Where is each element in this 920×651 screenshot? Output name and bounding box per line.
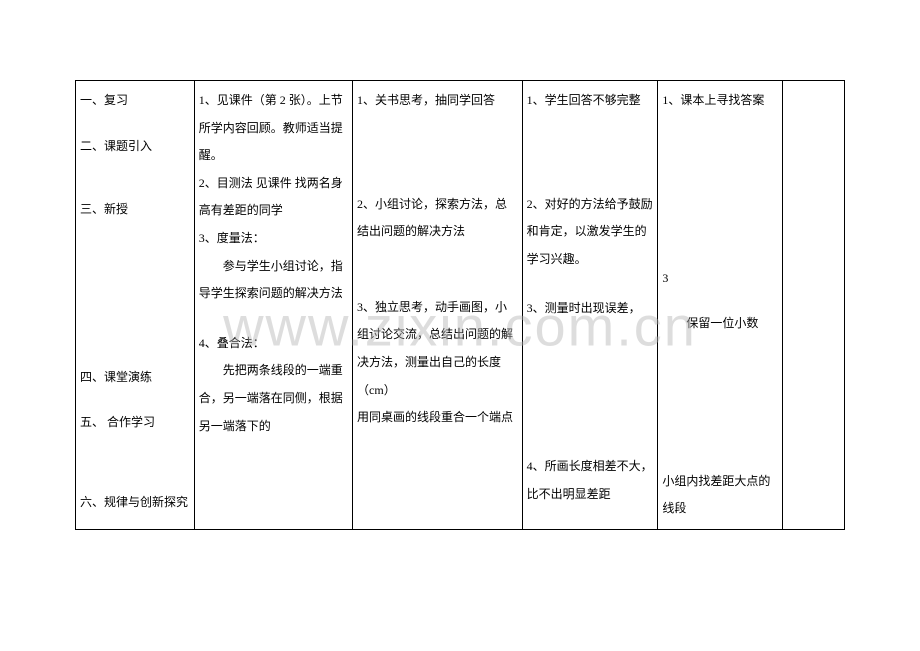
teacher-text: 3、度量法： (199, 225, 348, 253)
student-text: 3、独立思考，动手画图，小组讨论交流，总结出问题的解决方法，测量出自己的长度（c… (357, 294, 518, 404)
stage-item: 一、复习 (80, 87, 190, 115)
page-container: 一、复习 二、课题引入 三、新授 四、课堂演练 五、 合作学习 六、规律与创新探… (0, 0, 920, 570)
teacher-text: 2、目测法 见课件 找两名身高有差距的同学 (199, 170, 348, 225)
student-text: 用同桌画的线段重合一个端点 (357, 404, 518, 432)
stage-item: 二、课题引入 (80, 133, 190, 161)
stage-item: 五、 合作学习 (80, 409, 190, 437)
cell-student-activity: 1、关书思考，抽同学回答 2、小组讨论，探索方法，总结出问题的解决方法 3、独立… (353, 81, 523, 530)
solution-text: 3 (662, 265, 777, 293)
student-text: 1、关书思考，抽同学回答 (357, 87, 518, 115)
teacher-text: 先把两条线段的一端重合，另一端落在同侧，根据另一端落下的 (199, 357, 348, 440)
solution-text: 保留一位小数 (662, 310, 777, 338)
issue-text: 3、测量时出现误差， (527, 295, 654, 323)
student-text: 2、小组讨论，探索方法，总结出问题的解决方法 (357, 191, 518, 246)
solution-text: 小组内找差距大点的线段 (662, 468, 777, 523)
solution-text: 1、课本上寻找答案 (662, 87, 777, 115)
cell-teacher-activity: 1、见课件（第 2 张）。上节所学内容回顾。教师适当提醒。 2、目测法 见课件 … (194, 81, 352, 530)
cell-empty (782, 81, 844, 530)
issue-text: 1、学生回答不够完整 (527, 87, 654, 115)
stage-item: 六、规律与创新探究 (80, 489, 190, 517)
lesson-plan-table: 一、复习 二、课题引入 三、新授 四、课堂演练 五、 合作学习 六、规律与创新探… (75, 80, 845, 530)
table-row: 一、复习 二、课题引入 三、新授 四、课堂演练 五、 合作学习 六、规律与创新探… (76, 81, 845, 530)
teacher-text: 1、见课件（第 2 张）。上节所学内容回顾。教师适当提醒。 (199, 87, 348, 170)
teacher-text: 参与学生小组讨论，指导学生探索问题的解决方法 (199, 253, 348, 308)
issue-text: 4、所画长度相差不大，比不出明显差距 (527, 453, 654, 508)
cell-solutions: 1、课本上寻找答案 3 保留一位小数 小组内找差距大点的线段 (658, 81, 782, 530)
cell-stages: 一、复习 二、课题引入 三、新授 四、课堂演练 五、 合作学习 六、规律与创新探… (76, 81, 195, 530)
cell-issues: 1、学生回答不够完整 2、对好的方法给予鼓励和肯定，以激发学生的学习兴趣。 3、… (522, 81, 658, 530)
issue-text: 2、对好的方法给予鼓励和肯定，以激发学生的学习兴趣。 (527, 191, 654, 274)
stage-item: 四、课堂演练 (80, 364, 190, 392)
teacher-text: 4、叠合法： (199, 330, 348, 358)
stage-item: 三、新授 (80, 196, 190, 224)
